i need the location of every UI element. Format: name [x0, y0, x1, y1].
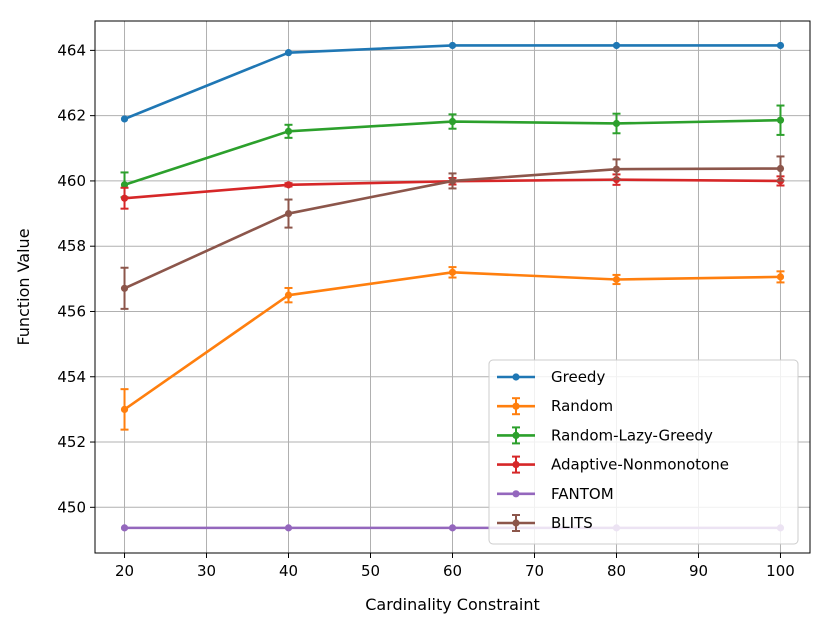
x-tick-label: 60 [443, 562, 462, 580]
data-point [284, 49, 293, 57]
data-point [120, 194, 129, 202]
legend-box [488, 359, 799, 545]
x-tick-label: 20 [115, 562, 134, 580]
y-tick-label: 458 [57, 237, 86, 255]
data-point [120, 181, 129, 189]
data-point [448, 524, 457, 532]
y-tick-label: 452 [57, 433, 86, 451]
data-point [120, 405, 129, 413]
legend-label: Adaptive-Nonmonotone [551, 456, 729, 474]
y-tick-label: 460 [57, 172, 86, 190]
data-point [448, 41, 457, 50]
x-axis-label: Cardinality Constraint [365, 595, 540, 614]
data-point [776, 164, 785, 173]
legend-entry-random: Random [497, 397, 613, 416]
x-tick-label: 70 [525, 562, 544, 580]
data-point [612, 41, 621, 50]
y-tick-label: 462 [57, 107, 86, 125]
legend-entry-greedy: Greedy [497, 368, 605, 386]
data-point [284, 524, 293, 532]
data-point [120, 284, 129, 292]
legend-entry-adaptive-nonmonotone: Adaptive-Nonmonotone [497, 455, 729, 474]
legend-entry-random-lazy-greedy: Random-Lazy-Greedy [497, 426, 713, 445]
data-point [776, 273, 785, 281]
data-point [776, 116, 785, 124]
legend-swatch-marker [512, 490, 520, 498]
data-point [612, 275, 621, 284]
legend-label: Random [551, 397, 613, 415]
series-blits [120, 155, 785, 310]
data-point [284, 291, 293, 299]
data-point [612, 165, 621, 173]
legend-swatch-marker [512, 402, 520, 410]
legend-swatch-marker [512, 461, 520, 469]
data-point [284, 127, 293, 135]
legend-label: Random-Lazy-Greedy [551, 426, 713, 444]
x-tick-label: 80 [607, 562, 626, 580]
legend-entry-fantom: FANTOM [497, 485, 614, 503]
data-point [776, 41, 785, 50]
data-point [448, 268, 457, 276]
data-point [120, 524, 129, 532]
y-tick-label: 464 [57, 41, 86, 59]
legend-swatch-marker [512, 519, 520, 527]
y-tick-label: 456 [57, 302, 86, 320]
grid-lines [95, 21, 810, 553]
data-point [448, 177, 457, 185]
series-random [120, 266, 785, 431]
x-tick-label: 90 [689, 562, 708, 580]
data-point [612, 119, 621, 128]
data-point [284, 181, 293, 189]
legend-swatch-marker [512, 373, 520, 381]
data-point [120, 115, 129, 123]
legend: Greedy Random Random-Lazy-Greedy Adaptive-N… [488, 359, 799, 545]
axis-ticks: 20 30 40 50 60 70 80 90 100 450 452 454 456 458 460 462… [57, 41, 794, 580]
x-tick-label: 40 [279, 562, 298, 580]
y-tick-label: 454 [57, 368, 86, 386]
x-tick-label: 50 [361, 562, 380, 580]
series-random-lazy-greedy [120, 104, 785, 199]
legend-label: BLITS [551, 514, 593, 532]
data-point [448, 117, 457, 126]
x-tick-label: 100 [766, 562, 795, 580]
legend-label: FANTOM [551, 485, 614, 503]
legend-entry-blits: BLITS [497, 514, 593, 532]
y-axis-label: Function Value [14, 228, 33, 345]
legend-label: Greedy [551, 368, 605, 386]
series-greedy [120, 41, 785, 123]
legend-swatch-marker [512, 431, 520, 439]
y-tick-label: 450 [57, 498, 86, 516]
data-point [284, 209, 293, 218]
x-tick-label: 30 [197, 562, 216, 580]
